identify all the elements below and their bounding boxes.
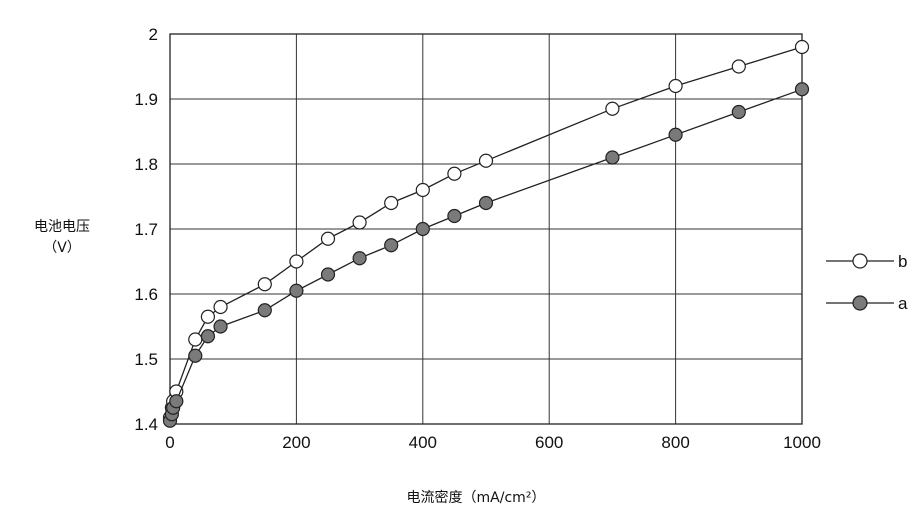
data-point-a: [732, 106, 745, 119]
data-point-b: [258, 278, 271, 291]
data-point-b: [201, 310, 214, 323]
data-point-b: [353, 216, 366, 229]
y-axis-title-line1: 电池电压: [34, 219, 90, 235]
data-point-a: [416, 223, 429, 236]
legend: b a: [826, 252, 908, 313]
legend-marker-a: [853, 296, 867, 310]
data-point-b: [480, 154, 493, 167]
y-axis-title-line2: （V）: [43, 240, 81, 256]
data-point-b: [732, 60, 745, 73]
data-point-a: [189, 349, 202, 362]
x-tick-label: 800: [661, 433, 689, 452]
series-a: [164, 83, 809, 428]
data-point-b: [669, 80, 682, 93]
data-point-a: [214, 320, 227, 333]
y-tick-label: 1.8: [134, 155, 158, 174]
data-point-a: [796, 83, 809, 96]
x-tick-label: 1000: [783, 433, 821, 452]
data-point-a: [385, 239, 398, 252]
data-point-a: [353, 252, 366, 265]
data-point-b: [322, 232, 335, 245]
data-point-a: [322, 268, 335, 281]
data-point-b: [606, 102, 619, 115]
data-point-b: [290, 255, 303, 268]
series-b: [164, 41, 809, 425]
data-point-a: [258, 304, 271, 317]
x-tick-label: 200: [282, 433, 310, 452]
series-line-a: [170, 89, 802, 420]
legend-label-b: b: [898, 252, 907, 271]
data-point-b: [796, 41, 809, 54]
data-point-b: [416, 184, 429, 197]
series-line-b: [170, 47, 802, 418]
legend-label-a: a: [898, 294, 908, 313]
data-point-a: [669, 128, 682, 141]
data-point-b: [385, 197, 398, 210]
y-tick-label: 1.9: [134, 90, 158, 109]
x-tick-label: 600: [535, 433, 563, 452]
data-point-a: [170, 395, 183, 408]
y-tick-label: 1.4: [134, 415, 158, 434]
y-tick-label: 1.5: [134, 350, 158, 369]
x-tick-label: 0: [165, 433, 174, 452]
y-tick-label: 1.6: [134, 285, 158, 304]
data-point-a: [290, 284, 303, 297]
x-tick-label: 400: [409, 433, 437, 452]
data-point-b: [448, 167, 461, 180]
data-point-a: [480, 197, 493, 210]
x-axis-title: 电流密度（mA/cm²）: [407, 489, 546, 506]
y-tick-label: 1.7: [134, 220, 158, 239]
data-point-a: [201, 330, 214, 343]
grid: [170, 34, 802, 424]
data-point-b: [214, 301, 227, 314]
ticks: 0 200 400 600 800 1000 1.4 1.5 1.6 1.7 1.8 1.9 2: [134, 25, 821, 452]
data-point-a: [448, 210, 461, 223]
legend-marker-b: [853, 254, 867, 268]
data-point-b: [189, 333, 202, 346]
data-point-a: [606, 151, 619, 164]
y-tick-label: 2: [149, 25, 158, 44]
